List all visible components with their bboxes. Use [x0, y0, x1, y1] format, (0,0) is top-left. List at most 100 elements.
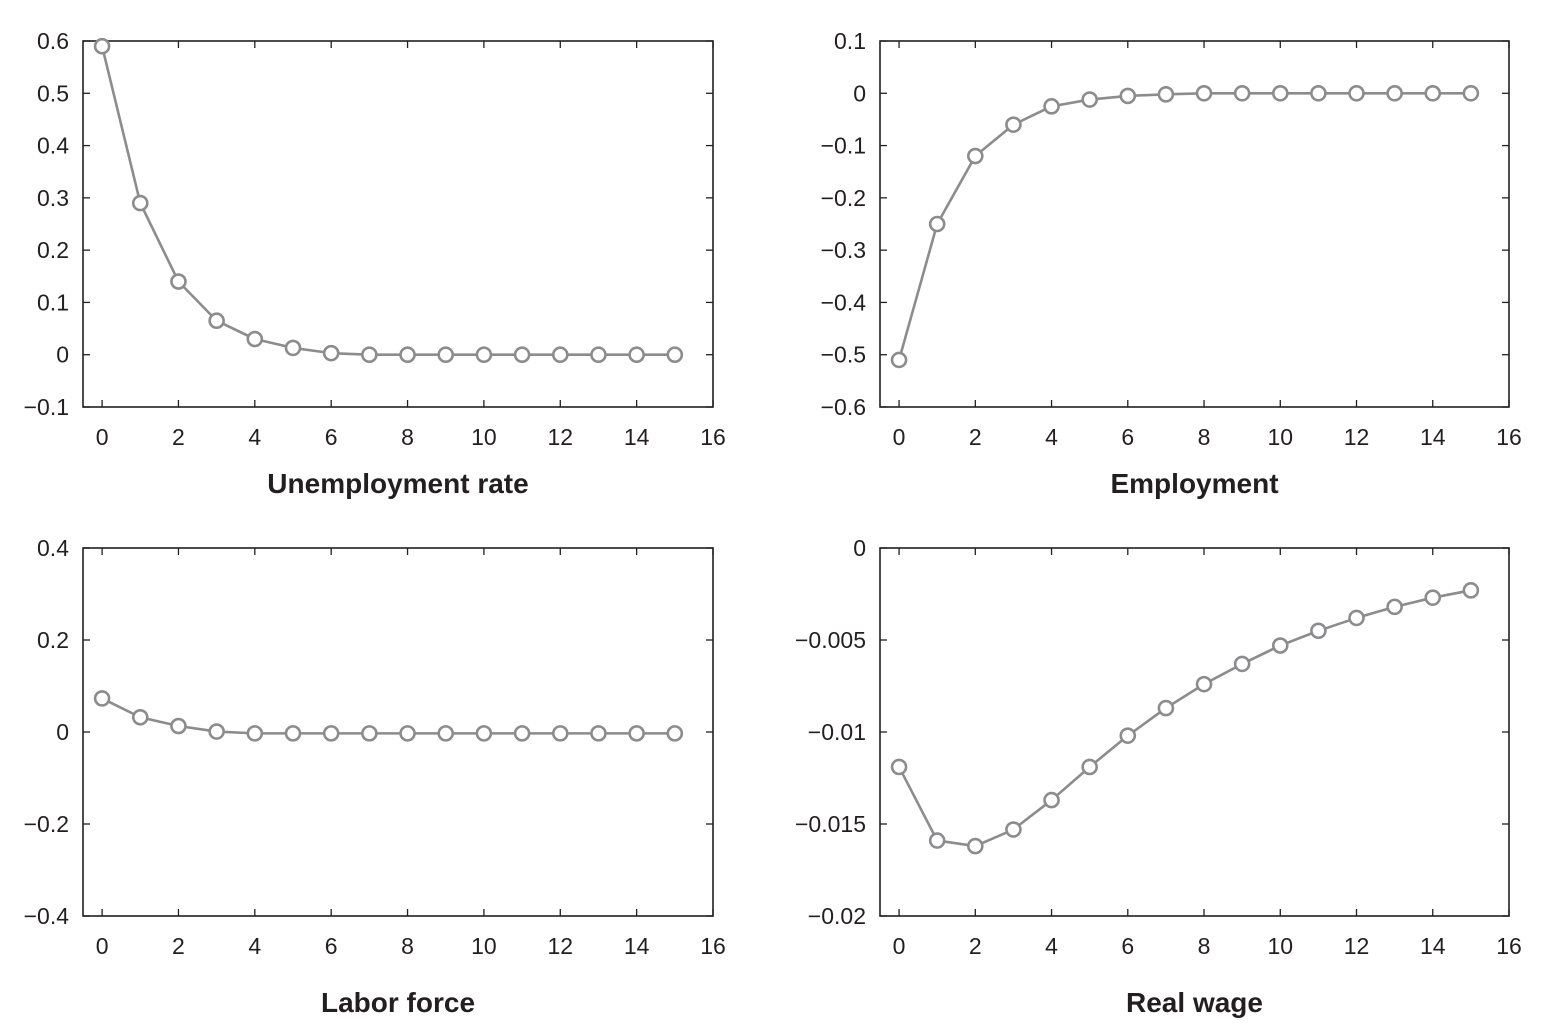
y-tick-label: −0.1 — [821, 133, 866, 159]
x-tick-label: 6 — [325, 933, 338, 959]
y-tick-label: 0 — [56, 342, 69, 368]
data-point — [437, 346, 455, 364]
x-tick-label: 4 — [1045, 933, 1058, 959]
x-tick-label: 16 — [700, 424, 726, 450]
y-tick-label: 0.2 — [37, 237, 69, 263]
panel-title: Labor force — [321, 987, 475, 1018]
x-tick-label: 14 — [624, 933, 650, 959]
x-tick-label: 0 — [96, 424, 109, 450]
x-tick-label: 2 — [172, 424, 185, 450]
data-point — [1043, 791, 1060, 809]
series-line — [101, 697, 675, 735]
x-tick-label: 4 — [248, 933, 261, 959]
data-point — [967, 837, 984, 855]
y-tick-label: −0.015 — [795, 811, 866, 837]
data-point — [1195, 84, 1213, 102]
x-tick-label: 14 — [624, 424, 650, 450]
x-tick-label: 14 — [1420, 424, 1446, 450]
y-tick-label: 0.5 — [37, 80, 69, 106]
data-point — [1081, 91, 1098, 108]
y-tick-label: 0.4 — [37, 133, 69, 159]
data-point — [666, 346, 684, 364]
data-point — [284, 339, 302, 357]
data-point — [131, 708, 149, 726]
y-tick-label: −0.2 — [24, 811, 69, 837]
data-point — [1348, 84, 1365, 102]
plot-frame — [82, 40, 714, 408]
plot-frame — [879, 40, 1510, 408]
data-point — [590, 346, 607, 364]
data-point — [551, 725, 569, 742]
data-point — [131, 194, 149, 212]
data-point — [1043, 98, 1060, 115]
x-tick-label: 12 — [547, 424, 573, 450]
y-tick-label: 0.3 — [37, 185, 69, 211]
series-line — [897, 91, 1471, 361]
panel-title: Real wage — [1126, 987, 1263, 1018]
y-tick-label: 0.1 — [834, 28, 866, 54]
data-point — [246, 725, 264, 742]
data-point — [1005, 116, 1022, 133]
y-tick-label: −0.005 — [795, 627, 866, 653]
y-tick-label: −0.5 — [821, 342, 866, 368]
y-tick-label: 0.4 — [37, 535, 69, 561]
data-point — [1271, 637, 1289, 654]
y-tick-label: −0.2 — [821, 185, 866, 211]
y-tick-label: −0.3 — [821, 237, 866, 263]
x-tick-label: 12 — [1344, 424, 1370, 450]
x-tick-label: 10 — [1267, 933, 1293, 959]
data-point — [928, 832, 946, 849]
data-point — [1310, 622, 1327, 640]
x-tick-label: 8 — [401, 424, 414, 450]
data-point — [208, 312, 225, 330]
data-point — [437, 725, 455, 742]
data-point — [475, 346, 493, 364]
x-tick-label: 0 — [96, 933, 109, 959]
data-point — [1157, 86, 1175, 103]
data-point — [513, 346, 531, 364]
data-point — [1424, 84, 1442, 102]
data-point — [361, 346, 378, 364]
panel-real-wage: 0 2 4 6 8 10 12 14 16 −0.02 −0.015 −0.01 −0.005 0 Real… — [795, 535, 1522, 1018]
data-point — [208, 723, 225, 740]
data-point — [322, 725, 340, 742]
x-tick-label: 4 — [1045, 424, 1058, 450]
x-tick-label: 2 — [172, 933, 185, 959]
data-point — [322, 344, 340, 362]
data-point — [1424, 589, 1442, 606]
y-tick-label: −0.6 — [821, 394, 866, 420]
data-point — [475, 725, 493, 742]
data-point — [628, 346, 645, 364]
data-point — [890, 351, 908, 369]
data-point — [1119, 87, 1137, 105]
y-tick-label: 0.1 — [37, 289, 69, 315]
data-point — [93, 37, 111, 55]
series-line — [100, 45, 675, 357]
panel-title: Unemployment rate — [267, 468, 528, 499]
data-point — [1195, 675, 1213, 693]
data-point — [361, 725, 378, 742]
x-tick-label: 4 — [248, 424, 261, 450]
data-point — [1462, 582, 1480, 599]
panel-labor-force: 0 2 4 6 8 10 12 14 16 −0.4 −0.2 0 0.2 0.4 Labor force — [24, 535, 726, 1018]
x-tick-label: 6 — [325, 424, 338, 450]
data-point — [1348, 609, 1365, 627]
x-tick-label: 0 — [893, 933, 906, 959]
data-point — [170, 717, 187, 735]
data-point — [1233, 84, 1251, 102]
data-point — [1310, 84, 1327, 102]
x-tick-label: 16 — [1496, 424, 1522, 450]
y-tick-label: −0.4 — [821, 289, 867, 315]
y-tick-label: −0.01 — [808, 719, 866, 745]
data-point — [1462, 84, 1480, 102]
y-tick-label: −0.4 — [24, 903, 70, 929]
data-point — [666, 725, 684, 742]
x-tick-label: 16 — [700, 933, 726, 959]
x-tick-label: 8 — [1198, 424, 1211, 450]
x-tick-label: 14 — [1420, 933, 1446, 959]
x-tick-label: 0 — [893, 424, 906, 450]
data-point — [1386, 598, 1403, 616]
x-tick-label: 12 — [1344, 933, 1370, 959]
data-point — [590, 725, 607, 742]
